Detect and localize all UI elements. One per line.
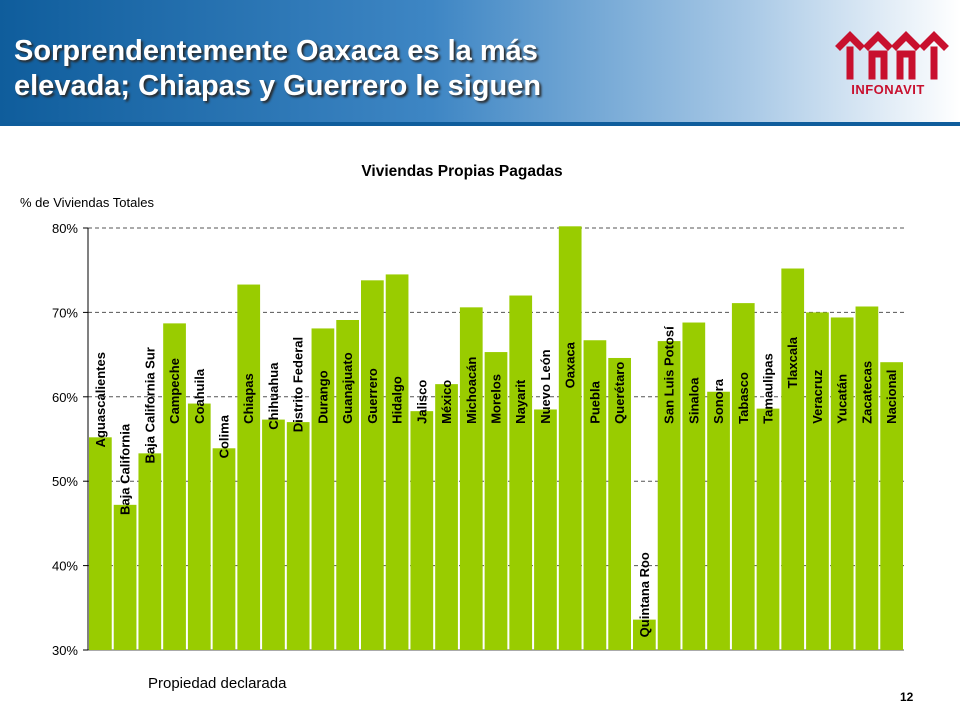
bar (756, 408, 780, 650)
bar-category-label: Veracruz (810, 369, 825, 424)
bar (633, 619, 656, 650)
bar-category-label: Tlaxcala (785, 336, 800, 388)
bar (286, 422, 310, 650)
bar-category-label: Nacional (884, 370, 899, 424)
bar-category-label: México (439, 380, 454, 424)
bar-category-label: Guanajuato (340, 352, 355, 424)
bar (138, 453, 162, 650)
bar-category-label: Colima (217, 414, 232, 458)
slide-title: Sorprendentemente Oaxaca es la más eleva… (14, 34, 794, 104)
logo-text: INFONAVIT (851, 82, 925, 97)
slide-title-line-2: elevada; Chiapas y Guerrero le siguen (14, 70, 542, 102)
bar-category-label: Tabasco (736, 372, 751, 424)
bar-category-label: Tamaulipas (761, 353, 776, 424)
header-rule (0, 122, 960, 126)
y-tick-label: 60% (52, 390, 78, 405)
bar-category-label: Chiapas (241, 373, 256, 424)
slide-title-line-1: Sorprendentemente Oaxaca es la más (14, 35, 538, 67)
bar-category-label: Durango (315, 370, 330, 424)
bar (113, 504, 137, 650)
y-axis-ticks: 30% 40% 50% 60% 70% 80% (52, 221, 89, 658)
bar-category-label: Zacatecas (859, 361, 874, 424)
bar-category-label: Oaxaca (563, 341, 578, 388)
bar (163, 323, 186, 650)
bar (484, 352, 508, 650)
bar (262, 419, 285, 650)
bar (435, 384, 458, 650)
y-axis-label: % de Viviendas Totales (20, 195, 154, 210)
bar-category-label: Distrito Federal (291, 337, 306, 432)
bar-category-label: Yucatán (835, 374, 850, 424)
page-number: 12 (900, 690, 914, 704)
bar (212, 448, 236, 650)
y-tick-label: 50% (52, 474, 78, 489)
y-tick-label: 80% (52, 221, 78, 236)
bar (707, 391, 730, 650)
bar (558, 226, 582, 650)
bar (781, 268, 805, 650)
bar-category-label: Nayarit (513, 379, 528, 424)
bar-category-label: San Luis Potosí (662, 326, 677, 424)
bar (855, 306, 879, 650)
bar-category-label: Aguascalientes (93, 352, 108, 447)
y-tick-label: 70% (52, 305, 78, 320)
bar-chart: Viviendas Propias Pagadas % de Viviendas… (20, 163, 904, 692)
infonavit-logo: INFONAVIT (826, 22, 950, 112)
bar (385, 274, 409, 650)
bar (731, 303, 755, 650)
chart-title: Viviendas Propias Pagadas (361, 163, 562, 180)
bar-category-label: Nuevo León (538, 349, 553, 423)
bar (806, 312, 829, 650)
bar-category-label: Querétaro (612, 362, 627, 424)
bar (311, 328, 335, 650)
bar (509, 295, 533, 650)
bar-labels: Aguascalientes Baja California Baja Califo… (93, 326, 899, 637)
bar (336, 319, 359, 650)
bar (361, 280, 384, 650)
bar (459, 307, 483, 650)
bar-category-label: Baja California Sur (142, 347, 157, 463)
bar-category-label: Guerrero (365, 368, 380, 424)
chart-footnote: Propiedad declarada (148, 675, 287, 692)
bar (657, 341, 681, 650)
slide-header: Sorprendentemente Oaxaca es la más eleva… (0, 0, 960, 122)
bar-category-label: Morelos (489, 374, 504, 424)
bar (830, 317, 854, 650)
bar (583, 340, 607, 650)
bar-category-label: Sinaloa (686, 377, 701, 424)
bar-category-label: Campeche (167, 358, 182, 424)
bar (682, 322, 706, 650)
bar-category-label: Puebla (587, 380, 602, 423)
bar (534, 409, 557, 650)
bar-category-label: Chihuahua (266, 362, 281, 430)
bar-category-label: Jalisco (414, 380, 429, 424)
bar-category-label: Michoacán (464, 357, 479, 424)
y-tick-label: 40% (52, 559, 78, 574)
bar (880, 362, 903, 650)
infonavit-logo-mark-icon (835, 31, 949, 80)
bar-category-label: Quintana Roo (637, 552, 652, 637)
bar (237, 284, 261, 650)
bar-category-label: Baja California (118, 423, 133, 515)
bar (410, 411, 434, 650)
bars (89, 226, 903, 650)
y-tick-label: 30% (52, 643, 78, 658)
bar-category-label: Coahuila (192, 368, 207, 424)
bar (187, 403, 211, 650)
bar-category-label: Sonora (711, 378, 726, 424)
bar (89, 437, 112, 650)
bar-category-label: Hidalgo (390, 376, 405, 424)
bar (608, 357, 631, 650)
